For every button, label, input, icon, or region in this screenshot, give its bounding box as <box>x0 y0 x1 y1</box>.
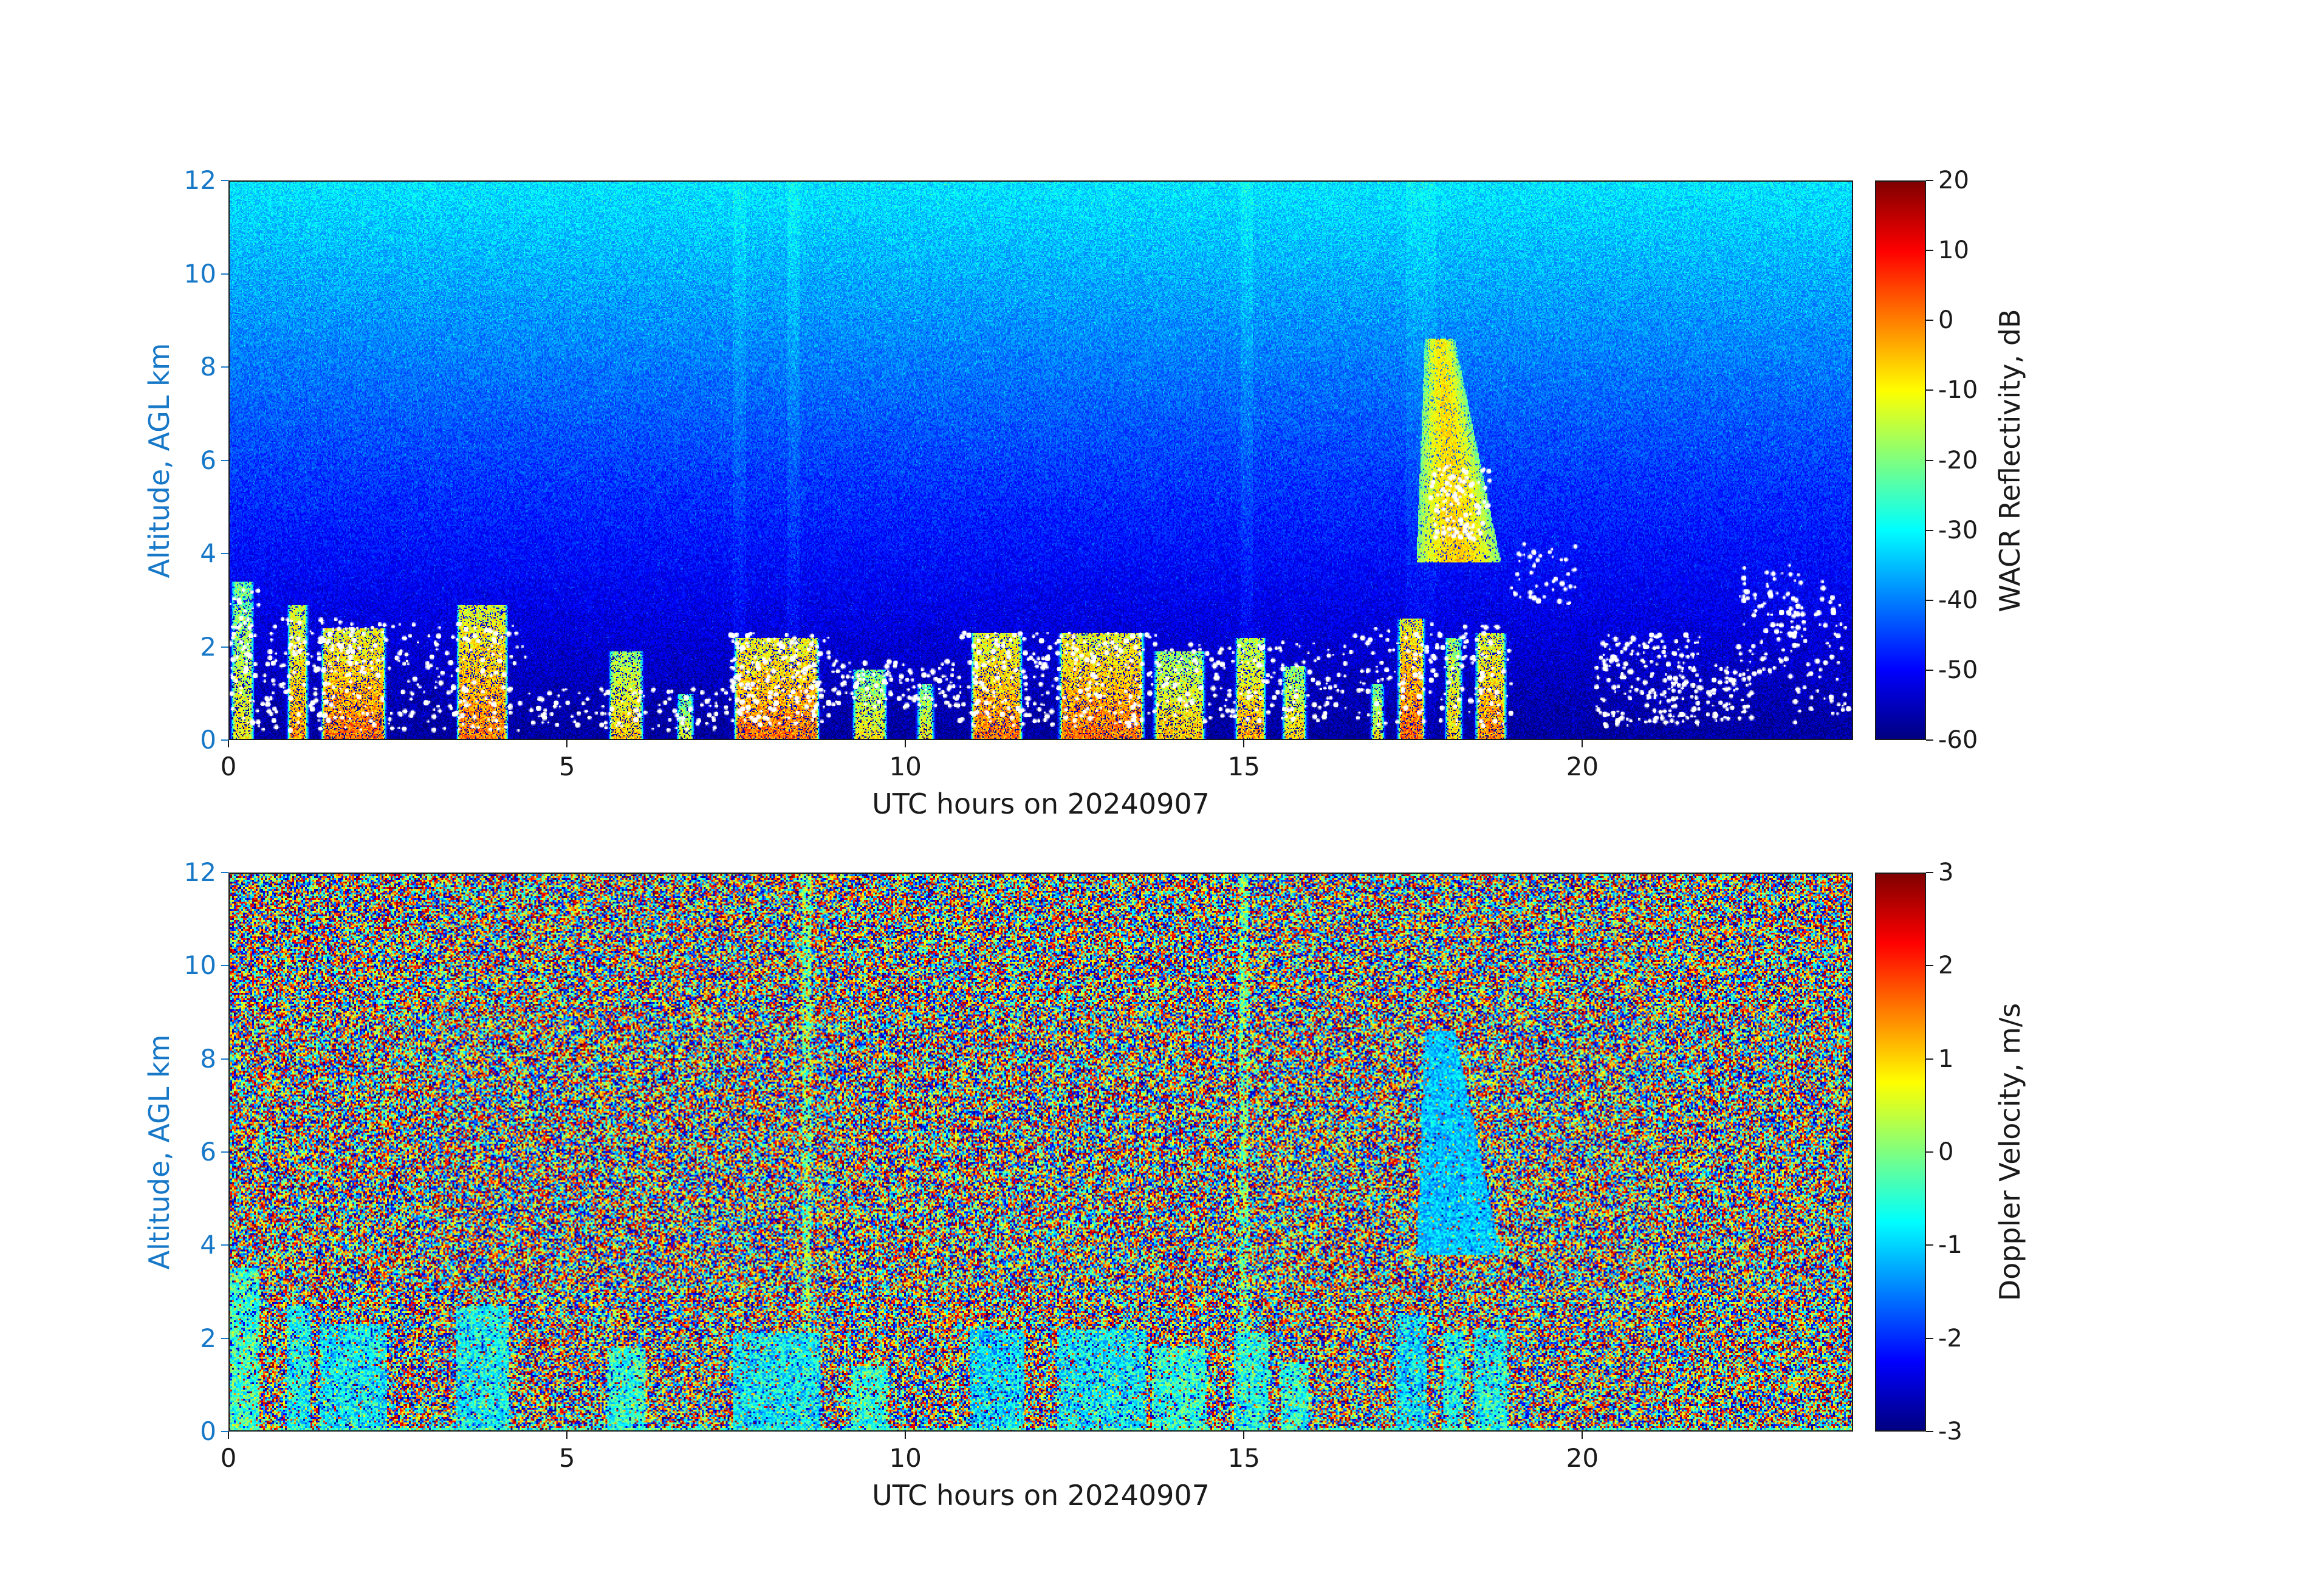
x-tick-label: 15 <box>1227 752 1260 781</box>
y-tick-label: 2 <box>200 1323 216 1353</box>
x-tick-mark <box>1243 1432 1245 1439</box>
velocity-heatmap-canvas <box>228 873 1853 1432</box>
x-tick-mark <box>905 1432 907 1439</box>
colorbar-tick-mark <box>1926 739 1933 741</box>
colorbar-tick-label: -30 <box>1938 516 1978 544</box>
y-tick-mark <box>221 459 228 461</box>
y-tick-label: 10 <box>183 950 216 981</box>
y-tick-mark <box>221 739 228 741</box>
y-tick-mark <box>221 553 228 554</box>
x-axis-label: UTC hours on 20240907 <box>872 1479 1210 1512</box>
y-tick-mark <box>221 180 228 181</box>
y-tick-label: 12 <box>183 857 216 887</box>
x-tick-label: 10 <box>889 1443 922 1473</box>
x-tick-label: 0 <box>220 752 237 781</box>
y-tick-label: 4 <box>200 538 216 568</box>
y-tick-label: 12 <box>183 165 216 195</box>
colorbar-tick-label: -2 <box>1938 1324 1962 1353</box>
x-tick-label: 20 <box>1566 1443 1599 1473</box>
y-tick-label: 6 <box>200 445 216 475</box>
velocity-heatmap <box>228 873 1853 1432</box>
colorbar-tick-label: -50 <box>1938 656 1978 684</box>
colorbar-tick-mark <box>1926 1058 1933 1060</box>
colorbar-label: Doppler Velocity, m/s <box>1993 1003 2026 1302</box>
y-tick-label: 0 <box>200 1416 216 1446</box>
y-tick-label: 0 <box>200 725 216 755</box>
y-tick-label: 4 <box>200 1230 216 1260</box>
colorbar-tick-label: 1 <box>1938 1044 1954 1073</box>
y-tick-label: 8 <box>200 352 216 382</box>
x-tick-label: 20 <box>1566 752 1599 781</box>
x-tick-mark <box>905 740 907 747</box>
colorbar-tick-label: -20 <box>1938 446 1978 475</box>
colorbar-tick-mark <box>1926 1431 1933 1432</box>
colorbar-tick-label: -40 <box>1938 586 1978 614</box>
reflectivity-heatmap-canvas <box>228 180 1853 740</box>
colorbar-tick-label: 0 <box>1938 1138 1954 1166</box>
x-tick-mark <box>228 1432 229 1439</box>
y-tick-mark <box>221 1431 228 1432</box>
colorbar-tick-mark <box>1926 599 1933 601</box>
x-tick-label: 0 <box>220 1443 237 1473</box>
y-tick-label: 8 <box>200 1043 216 1074</box>
colorbar-tick-mark <box>1926 250 1933 252</box>
x-tick-label: 5 <box>558 752 575 781</box>
colorbar-tick-label: -1 <box>1938 1231 1962 1260</box>
colorbar-tick-label: -10 <box>1938 376 1978 405</box>
y-tick-label: 2 <box>200 631 216 662</box>
colorbar-tick-label: 2 <box>1938 952 1954 980</box>
colorbar-tick-mark <box>1926 965 1933 967</box>
velocity-colorbar <box>1875 873 1926 1432</box>
y-tick-label: 10 <box>183 258 216 289</box>
reflectivity-heatmap <box>228 180 1853 740</box>
colorbar-tick-label: 0 <box>1938 306 1954 335</box>
colorbar-tick-mark <box>1926 669 1933 671</box>
y-tick-mark <box>221 273 228 275</box>
x-tick-mark <box>566 1432 568 1439</box>
colorbar-tick-mark <box>1926 389 1933 391</box>
reflectivity-colorbar-canvas <box>1875 180 1926 740</box>
x-tick-mark <box>1582 1432 1583 1439</box>
y-tick-mark <box>221 366 228 368</box>
x-tick-mark <box>566 740 568 747</box>
reflectivity-colorbar <box>1875 180 1926 740</box>
y-tick-mark <box>221 1337 228 1339</box>
colorbar-tick-label: 10 <box>1938 236 1969 265</box>
y-tick-mark <box>221 1244 228 1246</box>
x-tick-label: 15 <box>1227 1443 1260 1473</box>
colorbar-tick-mark <box>1926 1244 1933 1246</box>
colorbar-label: WACR Reflectivity, dB <box>1993 308 2026 612</box>
colorbar-tick-mark <box>1926 872 1933 873</box>
x-tick-mark <box>1243 740 1245 747</box>
y-tick-label: 6 <box>200 1137 216 1167</box>
colorbar-tick-label: 3 <box>1938 859 1954 887</box>
x-axis-label: UTC hours on 20240907 <box>872 787 1210 820</box>
colorbar-tick-mark <box>1926 459 1933 461</box>
colorbar-tick-mark <box>1926 1151 1933 1153</box>
y-tick-mark <box>221 646 228 648</box>
colorbar-tick-mark <box>1926 180 1933 181</box>
colorbar-tick-label: -3 <box>1938 1418 1962 1446</box>
y-tick-mark <box>221 1151 228 1153</box>
y-tick-mark <box>221 1058 228 1060</box>
colorbar-tick-label: -60 <box>1938 726 1978 754</box>
x-tick-label: 5 <box>558 1443 575 1473</box>
colorbar-tick-label: 20 <box>1938 166 1969 194</box>
y-tick-mark <box>221 872 228 873</box>
x-tick-mark <box>1582 740 1583 747</box>
velocity-colorbar-canvas <box>1875 873 1926 1432</box>
colorbar-tick-mark <box>1926 1337 1933 1339</box>
y-tick-mark <box>221 965 228 967</box>
x-tick-mark <box>228 740 229 747</box>
colorbar-tick-mark <box>1926 320 1933 321</box>
x-tick-label: 10 <box>889 752 922 781</box>
colorbar-tick-mark <box>1926 529 1933 531</box>
